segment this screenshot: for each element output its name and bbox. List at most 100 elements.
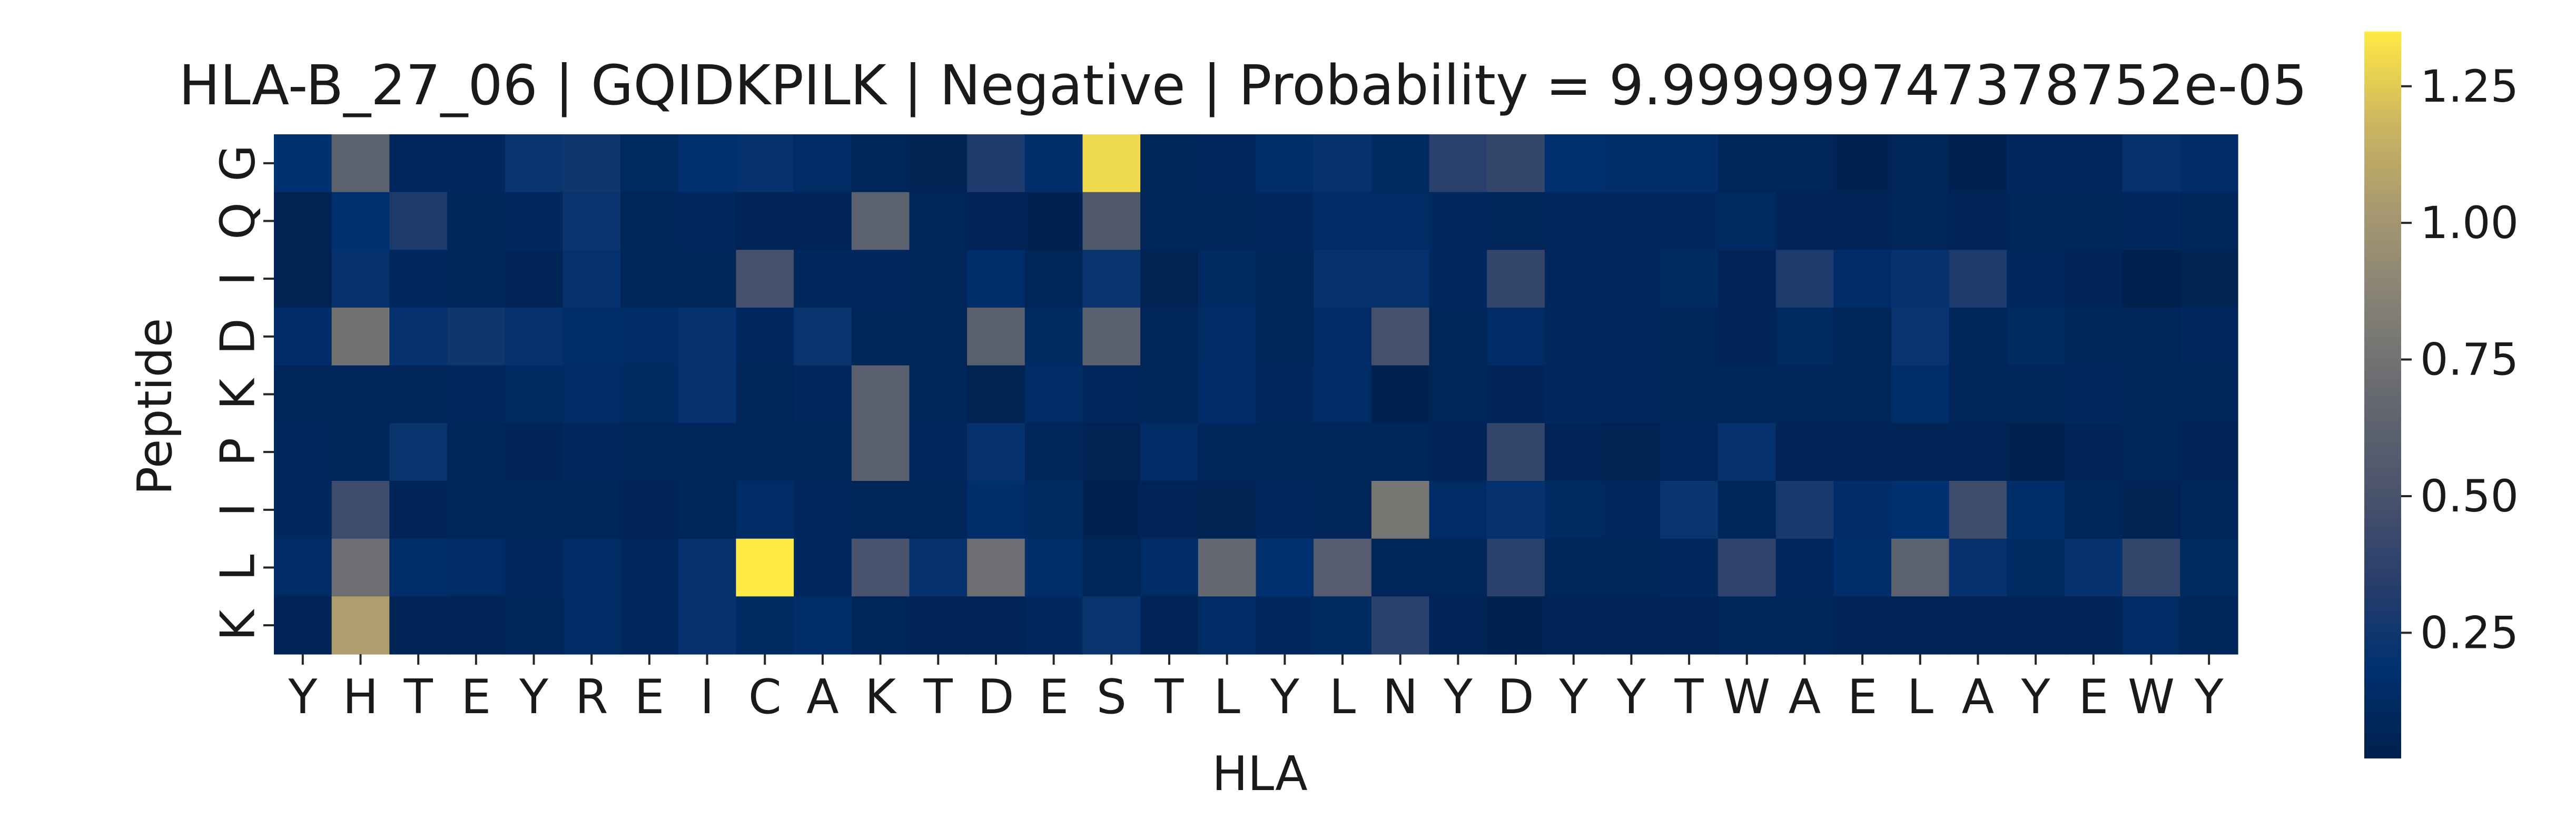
heatmap-cell bbox=[447, 308, 506, 366]
heatmap-cell bbox=[1833, 192, 1892, 250]
heatmap-cell bbox=[1544, 365, 1603, 423]
heatmap-cell bbox=[2064, 423, 2123, 481]
heatmap-cell bbox=[851, 481, 910, 539]
heatmap-cell bbox=[1024, 423, 1083, 481]
heatmap-cell bbox=[1429, 596, 1487, 655]
heatmap-cell bbox=[967, 192, 1025, 250]
heatmap-cell bbox=[447, 250, 506, 308]
heatmap-cell bbox=[620, 538, 679, 597]
heatmap-cell bbox=[1140, 250, 1199, 308]
heatmap-cell bbox=[1487, 192, 1545, 250]
heatmap-cell bbox=[620, 192, 679, 250]
heatmap-cell bbox=[678, 134, 737, 193]
heatmap-cell bbox=[1949, 365, 2007, 423]
heatmap-cell bbox=[736, 250, 794, 308]
heatmap-cell bbox=[562, 250, 621, 308]
heatmap-cell bbox=[389, 481, 448, 539]
heatmap-cell bbox=[1082, 365, 1141, 423]
heatmap-cell bbox=[389, 308, 448, 366]
heatmap-cell bbox=[1602, 134, 1661, 193]
heatmap-cell bbox=[1949, 423, 2007, 481]
heatmap-cell bbox=[1660, 308, 1719, 366]
heatmap-cell bbox=[794, 596, 852, 655]
colorbar-tick-label: 1.00 bbox=[2420, 197, 2519, 249]
heatmap-cell bbox=[1429, 481, 1487, 539]
heatmap-cell bbox=[1371, 192, 1430, 250]
x-tick-label: L bbox=[1214, 669, 1240, 725]
heatmap-cell bbox=[1891, 538, 1950, 597]
heatmap-cell bbox=[2007, 481, 2065, 539]
heatmap-cell bbox=[2180, 365, 2238, 423]
heatmap-cell bbox=[909, 192, 968, 250]
heatmap-cell bbox=[909, 423, 968, 481]
heatmap-cell bbox=[2180, 596, 2238, 655]
x-tick-label: Y bbox=[1443, 669, 1473, 725]
heatmap-cell bbox=[794, 365, 852, 423]
heatmap-cell bbox=[274, 481, 332, 539]
heatmap-cell bbox=[678, 192, 737, 250]
heatmap-cell bbox=[1429, 192, 1487, 250]
heatmap-cell bbox=[1602, 538, 1661, 597]
y-tick-label: K bbox=[211, 609, 266, 641]
heatmap-cell bbox=[1891, 250, 1950, 308]
heatmap-cell bbox=[909, 596, 968, 655]
heatmap-cell bbox=[274, 538, 332, 597]
heatmap-cell bbox=[851, 250, 910, 308]
heatmap-cell bbox=[1544, 134, 1603, 193]
heatmap-cell bbox=[1082, 481, 1141, 539]
heatmap-cell bbox=[1082, 250, 1141, 308]
heatmap-cell bbox=[1314, 192, 1372, 250]
heatmap-cell bbox=[447, 423, 506, 481]
heatmap-cell bbox=[505, 596, 563, 655]
x-tick-label: I bbox=[700, 669, 714, 725]
heatmap-cell bbox=[794, 250, 852, 308]
heatmap-cell bbox=[505, 423, 563, 481]
heatmap-cell bbox=[620, 423, 679, 481]
x-tick-label: W bbox=[2128, 669, 2175, 725]
heatmap-cell bbox=[1718, 250, 1776, 308]
heatmap-cell bbox=[678, 423, 737, 481]
heatmap-cell bbox=[851, 596, 910, 655]
x-tick-label: A bbox=[806, 669, 839, 725]
heatmap-cell bbox=[1429, 250, 1487, 308]
y-tick-label: Q bbox=[211, 202, 266, 240]
x-tick-label: Y bbox=[2021, 669, 2051, 725]
heatmap-cell bbox=[1718, 538, 1776, 597]
heatmap-cell bbox=[1718, 365, 1776, 423]
heatmap-cell bbox=[1660, 538, 1719, 597]
heatmap-cell bbox=[1487, 134, 1545, 193]
y-tick-label: I bbox=[211, 272, 266, 286]
heatmap-cell bbox=[447, 538, 506, 597]
x-tick-label: L bbox=[1907, 669, 1933, 725]
heatmap-cell bbox=[1371, 596, 1430, 655]
heatmap-cell bbox=[1198, 250, 1257, 308]
heatmap-cell bbox=[1833, 481, 1892, 539]
heatmap-cell bbox=[736, 134, 794, 193]
heatmap-cell bbox=[794, 192, 852, 250]
heatmap-cell bbox=[1140, 308, 1199, 366]
heatmap-cell bbox=[678, 481, 737, 539]
heatmap-cell bbox=[2122, 192, 2180, 250]
heatmap-cell bbox=[1660, 423, 1719, 481]
heatmap-cell bbox=[1198, 134, 1257, 193]
heatmap-cell bbox=[967, 481, 1025, 539]
heatmap-cell bbox=[1256, 481, 1314, 539]
heatmap-cell bbox=[1314, 308, 1372, 366]
heatmap-cell bbox=[1602, 250, 1661, 308]
heatmap-cell bbox=[1082, 538, 1141, 597]
heatmap-cell bbox=[562, 365, 621, 423]
heatmap-cell bbox=[2122, 134, 2180, 193]
heatmap-cell bbox=[1949, 250, 2007, 308]
heatmap-cell bbox=[1140, 134, 1199, 193]
heatmap-cell bbox=[1718, 481, 1776, 539]
heatmap-cell bbox=[1949, 481, 2007, 539]
heatmap-cell bbox=[1024, 308, 1083, 366]
x-tick-label: R bbox=[575, 669, 608, 725]
heatmap-cell bbox=[1429, 134, 1487, 193]
heatmap-cell bbox=[389, 423, 448, 481]
heatmap-cell bbox=[620, 481, 679, 539]
heatmap-cell bbox=[331, 250, 390, 308]
heatmap-cell bbox=[1660, 481, 1719, 539]
heatmap-cell bbox=[562, 134, 621, 193]
